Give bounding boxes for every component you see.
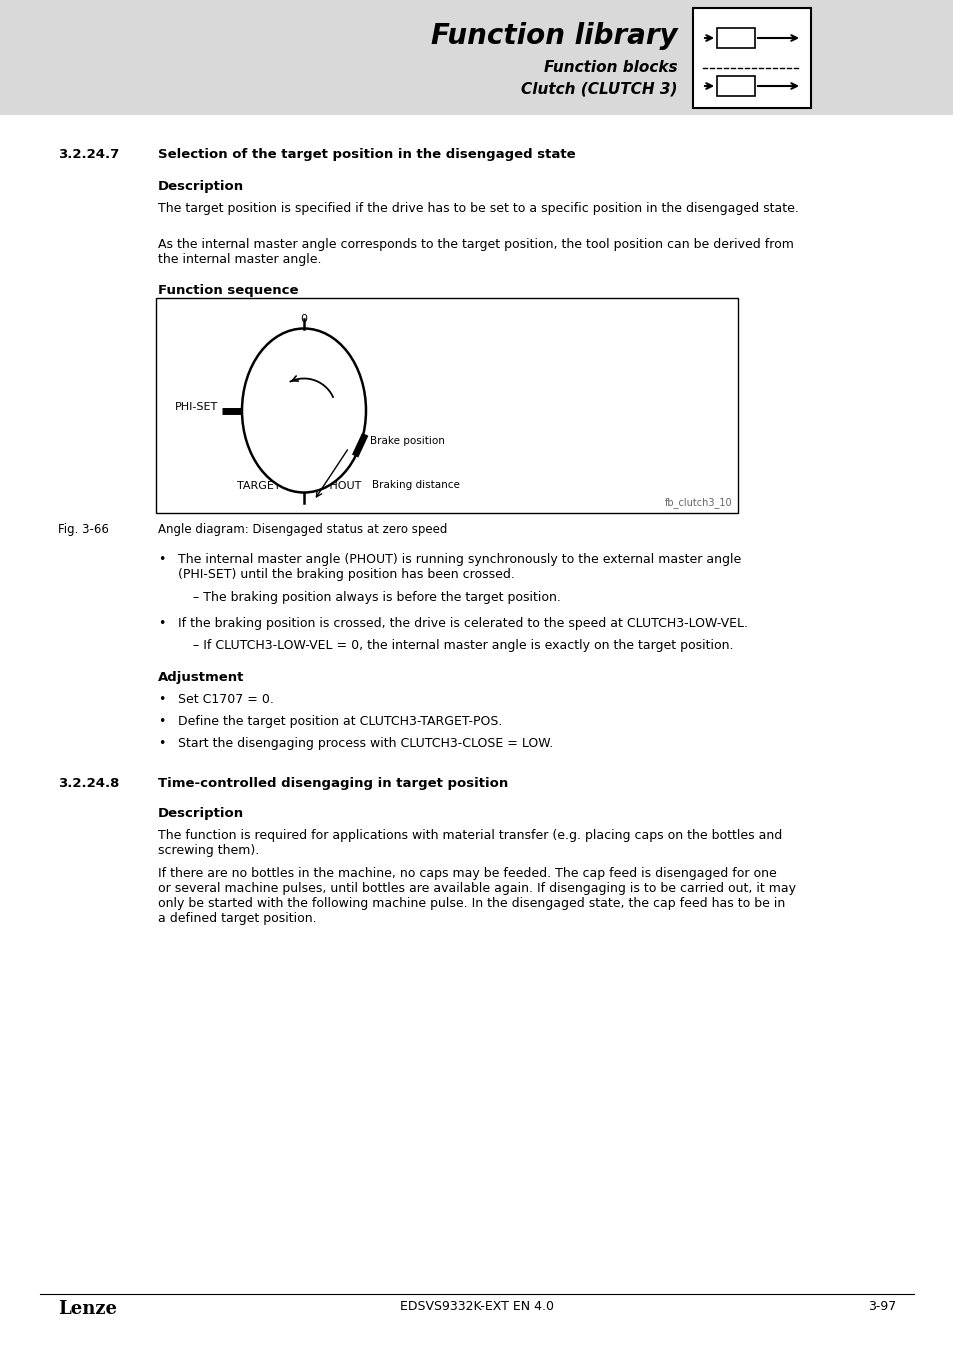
Text: TARGET-POS = PHOUT: TARGET-POS = PHOUT (236, 481, 361, 491)
Text: Time-controlled disengaging in target position: Time-controlled disengaging in target po… (158, 778, 508, 790)
Text: 3.2.24.8: 3.2.24.8 (58, 778, 119, 790)
Text: Set C1707 = 0.: Set C1707 = 0. (178, 693, 274, 706)
Text: Clutch (CLUTCH 3): Clutch (CLUTCH 3) (521, 82, 678, 97)
Text: •: • (158, 737, 165, 751)
Text: 0: 0 (300, 315, 307, 324)
Text: Fig. 3-66: Fig. 3-66 (58, 522, 109, 536)
Text: If the braking position is crossed, the drive is celerated to the speed at CLUTC: If the braking position is crossed, the … (178, 617, 747, 630)
Text: •: • (158, 554, 165, 566)
Text: Braking distance: Braking distance (372, 481, 459, 490)
Text: Define the target position at CLUTCH3-TARGET-POS.: Define the target position at CLUTCH3-TA… (178, 716, 502, 728)
Text: Start the disengaging process with CLUTCH3-CLOSE = LOW.: Start the disengaging process with CLUTC… (178, 737, 553, 751)
FancyBboxPatch shape (156, 298, 738, 513)
Text: Angle diagram: Disengaged status at zero speed: Angle diagram: Disengaged status at zero… (158, 522, 447, 536)
Text: PHI-SET: PHI-SET (174, 401, 218, 412)
Text: velocity: velocity (283, 402, 324, 413)
Text: Selection of the target position in the disengaged state: Selection of the target position in the … (158, 148, 575, 161)
Text: If there are no bottles in the machine, no caps may be feeded. The cap feed is d: If there are no bottles in the machine, … (158, 867, 795, 925)
Text: The internal master angle (PHOUT) is running synchronously to the external maste: The internal master angle (PHOUT) is run… (178, 554, 740, 580)
Text: – The braking position always is before the target position.: – The braking position always is before … (193, 591, 560, 603)
Text: EDSVS9332K-EXT EN 4.0: EDSVS9332K-EXT EN 4.0 (399, 1300, 554, 1314)
Text: •: • (158, 617, 165, 630)
Text: Function sequence: Function sequence (158, 284, 298, 297)
Text: Brake position: Brake position (370, 436, 445, 446)
FancyBboxPatch shape (0, 0, 953, 115)
Text: Description: Description (158, 807, 244, 819)
Text: The target position is specified if the drive has to be set to a specific positi: The target position is specified if the … (158, 202, 798, 215)
Text: As the internal master angle corresponds to the target position, the tool positi: As the internal master angle corresponds… (158, 238, 793, 266)
Text: The function is required for applications with material transfer (e.g. placing c: The function is required for application… (158, 829, 781, 857)
Text: 3.2.24.7: 3.2.24.7 (58, 148, 119, 161)
Text: •: • (158, 716, 165, 728)
FancyBboxPatch shape (717, 28, 754, 49)
Text: Lenze: Lenze (58, 1300, 117, 1318)
Ellipse shape (242, 328, 366, 493)
Text: Function blocks: Function blocks (544, 59, 678, 76)
Text: 3-97: 3-97 (867, 1300, 895, 1314)
Text: fb_clutch3_10: fb_clutch3_10 (663, 497, 731, 508)
FancyBboxPatch shape (717, 76, 754, 96)
FancyBboxPatch shape (692, 8, 810, 108)
Text: – If CLUTCH3-LOW-VEL = 0, the internal master angle is exactly on the target pos: – If CLUTCH3-LOW-VEL = 0, the internal m… (193, 639, 733, 652)
Text: Function library: Function library (431, 22, 678, 50)
Text: •: • (158, 693, 165, 706)
Text: Adjustment: Adjustment (158, 671, 244, 684)
Text: Description: Description (158, 180, 244, 193)
